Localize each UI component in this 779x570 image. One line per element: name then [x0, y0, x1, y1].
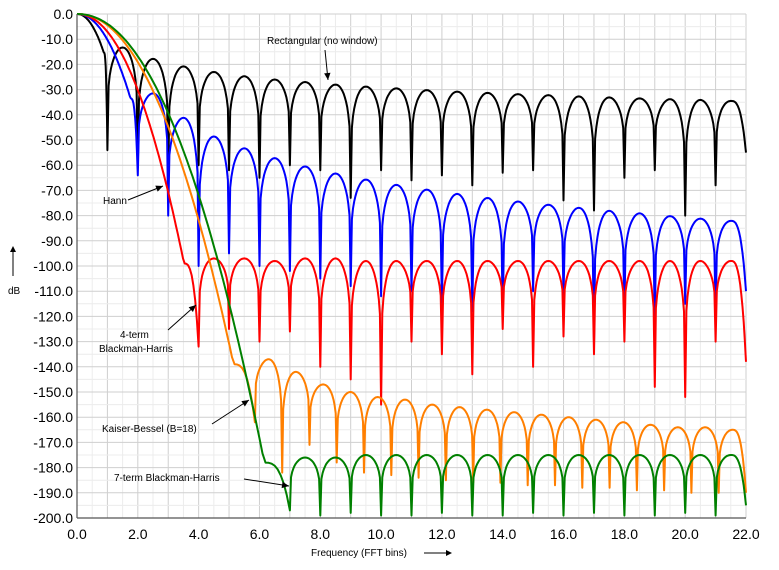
x-axis-label: Frequency (FFT bins): [311, 548, 407, 559]
series-lines: [76, 13, 747, 517]
annotation-label: 7-term Blackman-Harris: [114, 473, 220, 484]
annotation-arrow-head: [155, 185, 163, 192]
y-tick-label: -180.0: [33, 460, 73, 476]
x-tick-label: 6.0: [250, 526, 270, 542]
annotation-label: Rectangular (no window): [267, 36, 378, 47]
y-tick-label: -150.0: [33, 384, 73, 400]
series-line: [76, 13, 747, 343]
y-tick-label: -130.0: [33, 334, 73, 350]
annotation-label: Kaiser-Bessel (B=18): [102, 424, 197, 435]
y-tick-label: -190.0: [33, 485, 73, 501]
annotation-label: Hann: [103, 196, 127, 207]
y-tick-label: -120.0: [33, 308, 73, 324]
series-line: [76, 13, 747, 517]
annotation-arrow-line: [243, 478, 290, 487]
x-tick-label: 10.0: [367, 526, 394, 542]
annotation-arrow-line: [211, 399, 250, 425]
x-tick-label: 8.0: [311, 526, 331, 542]
y-tick-label: -40.0: [41, 107, 73, 123]
y-tick-label: -30.0: [41, 82, 73, 98]
annotation-arrow-head: [188, 305, 196, 313]
tick-labels: 0.0 2.0 4.0 6.0 8.0 10.0 12.0 14.0 16.0 18.0 20.0 2…: [33, 6, 760, 542]
x-axis-arrow: [424, 550, 452, 556]
series-line: [76, 13, 747, 494]
annotation-arrow-head: [241, 400, 249, 407]
y-tick-label: -160.0: [33, 409, 73, 425]
y-tick-label: -200.0: [33, 510, 73, 526]
y-tick-label: -100.0: [33, 258, 73, 274]
y-axis-arrow: [10, 246, 16, 276]
series-line: [77, 13, 747, 406]
annotation-arrow-head: [281, 481, 289, 489]
y-tick-label: -110.0: [34, 283, 73, 299]
y-tick-label: -60.0: [41, 157, 73, 173]
x-tick-label: 18.0: [611, 526, 638, 542]
y-tick-label: -10.0: [41, 31, 73, 47]
y-tick-label: -20.0: [41, 56, 73, 72]
y-tick-label: -170.0: [33, 434, 73, 450]
y-tick-label: 0.0: [54, 6, 74, 22]
x-tick-label: 12.0: [428, 526, 455, 542]
y-tick-label: -80.0: [41, 208, 73, 224]
annotation-arrow-head: [324, 72, 331, 80]
y-tick-label: -140.0: [33, 359, 73, 375]
x-tick-label: 2.0: [128, 526, 148, 542]
x-tick-label: 4.0: [189, 526, 209, 542]
x-tick-label: 16.0: [550, 526, 577, 542]
x-tick-label: 20.0: [672, 526, 699, 542]
y-tick-label: -70.0: [41, 182, 73, 198]
annotations: Rectangular (no window) Hann 4-term Blackma…: [99, 36, 378, 489]
y-tick-label: -90.0: [41, 233, 73, 249]
x-tick-label: 0.0: [67, 526, 87, 542]
y-tick-label: -50.0: [41, 132, 73, 148]
x-tick-label: 14.0: [489, 526, 516, 542]
x-tick-label: 22.0: [732, 526, 759, 542]
y-axis-label: dB: [8, 286, 21, 297]
annotation-label: 4-term: [120, 330, 149, 341]
axes: [76, 14, 746, 519]
annotation-label: Blackman-Harris: [99, 344, 173, 355]
